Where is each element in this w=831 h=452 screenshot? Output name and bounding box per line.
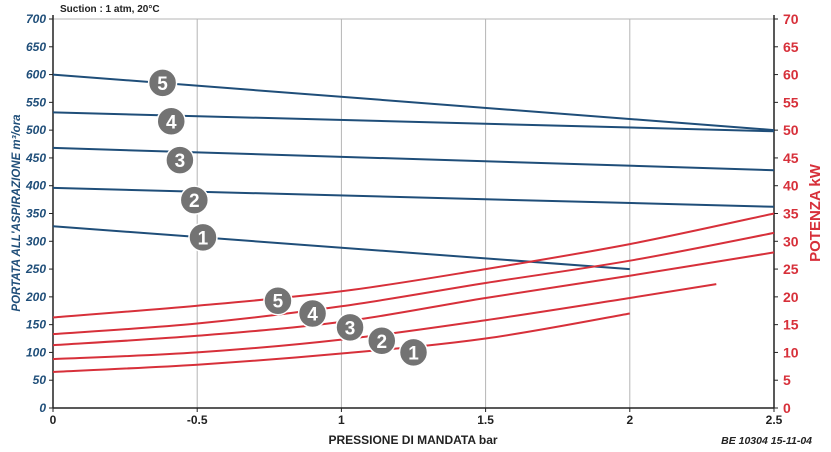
right-axis-label: POTENZA kW [807,163,824,262]
flow-badge-5: 5 [147,68,178,98]
flow-badge-1: 1 [188,222,218,253]
power-badge-circle [398,337,429,368]
power-badge-1: 1 [398,337,429,368]
x-axis-label: PRESSIONE DI MANDATA bar [328,433,497,447]
flow-line-3 [52,146,775,172]
left-tick-label: 700 [26,12,46,26]
x-tick-label: 2 [626,413,633,427]
right-tick-label: 40 [783,178,799,194]
flow-badge-circle [156,106,186,137]
left-tick-label: 600 [26,68,46,82]
power-badge-circle [263,285,293,316]
left-tick-label: 400 [25,179,46,193]
flow-badge-4: 4 [156,106,186,137]
x-tick-label: 1 [338,413,345,427]
right-tick-label: 55 [783,94,799,110]
power-badge-label: 4 [307,305,318,326]
flow-badge-circle [179,185,210,215]
right-y-ticks: 0 5 10 15 20 25 30 35 40 45 50 55 60 65 70 [774,11,799,416]
right-tick-label: 20 [783,289,799,305]
right-tick-label: 35 [783,206,799,222]
left-axis-label: PORTATA ALL'ASPIRAZIONE m³/ora [11,114,23,312]
power-line-1 [52,312,630,373]
x-tick-label: 0 [50,413,57,427]
flow-line-2 [52,186,775,208]
left-tick-label: 150 [26,318,46,332]
flow-badge-circle [147,68,178,98]
x-tick-label: -0.5 [187,413,208,427]
power-badge-label: 3 [345,318,356,339]
left-tick-label: 50 [33,373,47,387]
right-tick-label: 45 [783,150,799,166]
left-tick-label: 0 [39,401,46,415]
left-y-ticks: 0 50 100 150 200 250 300 350 400 450 500 550 600 650 7… [25,12,53,415]
power-series [52,212,775,373]
chart-subtitle: Suction : 1 atm, 20°C [60,4,160,15]
right-tick-label: 65 [783,39,799,55]
power-line-4 [52,231,775,336]
flow-badge-circle [188,222,218,253]
power-badge-2: 2 [367,326,397,356]
power-badge-circle [297,298,328,329]
flow-badge-label: 2 [189,191,200,212]
x-tick-label: 1.5 [477,413,494,427]
power-badge-circle [367,326,397,356]
power-badge-circle [335,312,365,343]
power-badge-label: 2 [376,332,387,353]
left-tick-label: 500 [26,123,46,137]
power-line-3 [52,251,775,347]
left-tick-label: 300 [26,234,46,248]
flow-badge-3: 3 [165,145,195,175]
right-tick-label: 5 [783,372,791,388]
left-tick-label: 550 [26,95,46,109]
right-tick-label: 50 [783,122,799,138]
power-badge-label: 5 [273,292,284,313]
x-tick-label: 2.5 [766,413,783,427]
left-tick-label: 250 [25,262,46,276]
right-tick-label: 25 [783,261,799,277]
left-tick-label: 200 [25,290,46,304]
power-line-5 [52,212,775,319]
left-tick-label: 650 [26,40,46,54]
left-tick-label: 350 [26,207,46,221]
flow-badge-label: 5 [157,74,168,95]
power-badge-label: 1 [408,343,419,364]
flow-badge-label: 1 [198,228,209,249]
flow-badge-circle [165,145,195,175]
flow-badge-label: 4 [166,112,177,133]
left-tick-label: 100 [26,345,46,359]
right-tick-label: 60 [783,67,799,83]
right-tick-label: 0 [783,400,791,416]
right-tick-label: 15 [783,317,799,333]
x-ticks: 0 -0.5 1 1.5 2 2.5 [50,408,783,427]
right-tick-label: 30 [783,233,799,249]
power-badge-3: 3 [335,312,365,343]
power-badge-4: 4 [297,298,328,329]
axes [52,15,775,409]
power-badge-5: 5 [263,285,293,316]
flow-badge-label: 3 [175,151,186,172]
right-tick-label: 10 [783,344,799,360]
flow-badge-2: 2 [179,185,210,215]
left-tick-label: 450 [25,151,46,165]
power-line-2 [52,283,717,361]
flow-series [52,73,775,271]
right-tick-label: 70 [783,11,799,27]
figure-code: BE 10304 15-11-04 [721,435,812,447]
